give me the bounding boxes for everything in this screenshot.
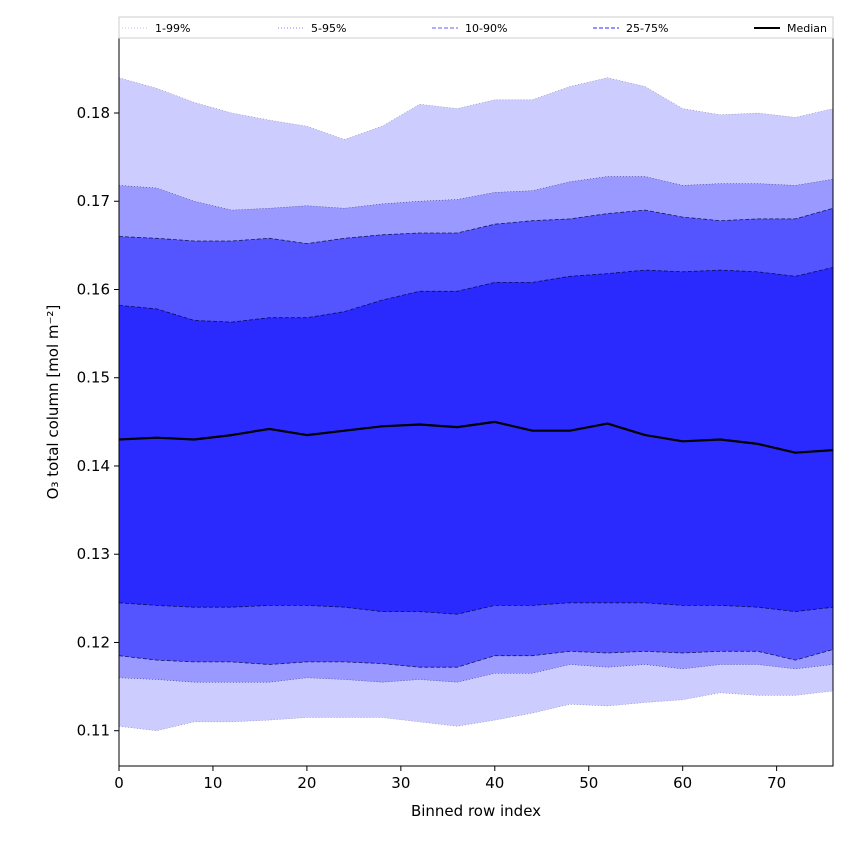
legend: 1-99% 5-95% 10-90% 25-75% Median (118, 16, 834, 39)
x-axis-label: Binned row index (411, 802, 541, 820)
x-tick-label: 30 (391, 774, 410, 792)
x-tick-label: 70 (767, 774, 786, 792)
x-tick-label: 0 (114, 774, 124, 792)
legend-label: 25-75% (626, 22, 668, 35)
band-25-75%-upper-line (118, 267, 834, 323)
band-25-75%-area (119, 267, 833, 615)
band-1-99%-lower-line (118, 690, 834, 731)
x-tick-label: 60 (673, 774, 692, 792)
y-axis-label: O₃ total column [mol m⁻²] (44, 305, 62, 500)
y-axis: 0.11 0.12 0.13 0.14 0.15 0.16 0.17 0.18 (77, 104, 119, 740)
y-tick-label: 0.11 (77, 722, 110, 740)
legend-label: 10-90% (465, 22, 507, 35)
legend-label: Median (787, 22, 827, 35)
y-tick-label: 0.12 (77, 633, 110, 651)
band-25-75%-lower-line (118, 602, 834, 615)
y-tick-label: 0.18 (77, 104, 110, 122)
median-layer (118, 420, 834, 454)
y-tick-label: 0.14 (77, 457, 110, 475)
legend-label: 1-99% (155, 22, 190, 35)
y-tick-label: 0.15 (77, 369, 110, 387)
x-tick-label: 50 (579, 774, 598, 792)
legend-label: 5-95% (311, 22, 346, 35)
band-1-99%-upper-line (118, 77, 834, 140)
x-axis: 0 10 20 30 40 50 60 70 (114, 766, 786, 792)
band-10-90%-lower-line (118, 649, 834, 668)
median-line (118, 420, 834, 454)
x-tick-label: 20 (297, 774, 316, 792)
y-tick-label: 0.16 (77, 280, 110, 298)
bands-layer (118, 77, 834, 731)
x-tick-label: 40 (485, 774, 504, 792)
x-tick-label: 10 (203, 774, 222, 792)
y-tick-label: 0.13 (77, 545, 110, 563)
y-tick-label: 0.17 (77, 192, 110, 210)
legend-box (118, 16, 834, 39)
legend-items: 1-99% 5-95% 10-90% 25-75% Median (122, 22, 827, 35)
